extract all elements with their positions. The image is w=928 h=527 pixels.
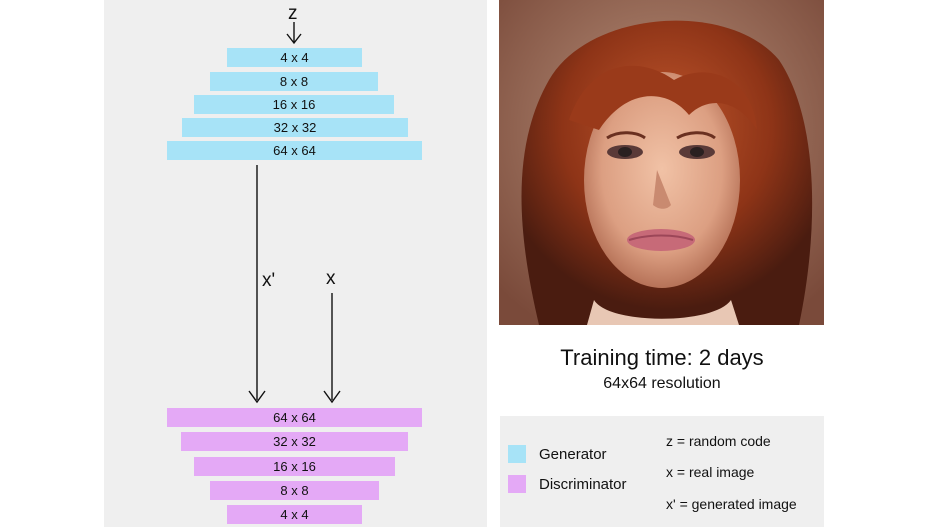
resolution-subtitle: 64x64 resolution (603, 375, 721, 392)
key-x: x = real image (666, 464, 755, 480)
generator-layer-16x16: 16 x 16 (194, 95, 394, 114)
discriminator-layer-16x16: 16 x 16 (194, 457, 395, 476)
key-x-prime: x' = generated image (666, 496, 797, 512)
legend-panel (500, 416, 824, 527)
generated-face-image (499, 0, 824, 325)
generator-layer-32x32: 32 x 32 (182, 118, 408, 137)
key-z: z = random code (666, 433, 771, 449)
discriminator-swatch (508, 475, 526, 493)
training-time-title: Training time: 2 days (560, 345, 764, 370)
flow-arrows (248, 165, 341, 404)
latent-z-label: z (288, 3, 298, 24)
generator-layer-64x64: 64 x 64 (167, 141, 422, 160)
discriminator-layer-8x8: 8 x 8 (210, 481, 379, 500)
real-image-label: x (326, 268, 336, 289)
generator-layer-4x4: 4 x 4 (227, 48, 362, 67)
discriminator-layer-64x64: 64 x 64 (167, 408, 422, 427)
discriminator-legend-label: Discriminator (539, 476, 627, 493)
generator-layer-8x8: 8 x 8 (210, 72, 378, 91)
generated-image-label: x' (262, 270, 276, 291)
discriminator-layer-4x4: 4 x 4 (227, 505, 362, 524)
discriminator-layer-32x32: 32 x 32 (181, 432, 408, 451)
generator-legend-label: Generator (539, 446, 607, 463)
latent-arrow (286, 22, 302, 45)
generator-swatch (508, 445, 526, 463)
